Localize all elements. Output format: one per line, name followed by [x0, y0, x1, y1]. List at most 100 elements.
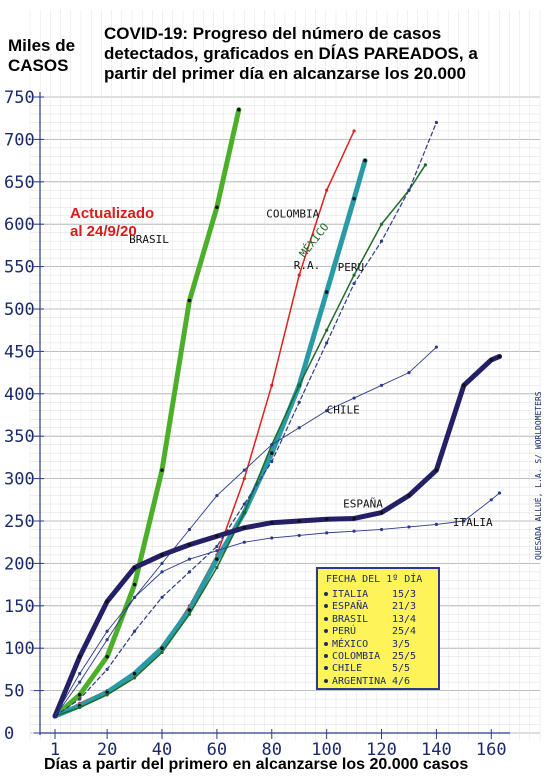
legend-row: COLOMBIA 25/5	[324, 651, 416, 662]
legend-date: 25/5	[392, 651, 417, 662]
data-point	[497, 354, 502, 359]
legend-header: FECHA DEL 1º DÍA	[326, 574, 423, 585]
legend-row: BRASIL 13/4	[324, 614, 416, 625]
data-point	[352, 196, 356, 201]
legend-country: ARGENTINA	[332, 675, 387, 687]
data-point	[160, 561, 164, 566]
x-tick-label: 100	[311, 740, 342, 760]
data-point	[379, 527, 384, 532]
y-tick-label: 200	[4, 554, 35, 574]
data-point	[270, 460, 274, 464]
x-tick-label: 1	[50, 740, 60, 760]
data-point	[78, 680, 82, 684]
grid	[29, 10, 541, 740]
data-point	[379, 383, 384, 387]
data-point	[105, 690, 109, 695]
data-point	[269, 451, 274, 455]
data-point	[407, 188, 411, 192]
data-point	[105, 654, 109, 659]
data-point	[352, 273, 356, 277]
legend-row: ESPAÑA 21/3	[324, 601, 416, 612]
y-axis-label-line1: Miles de	[8, 36, 76, 55]
y-tick-label: 600	[4, 215, 35, 235]
legend-country: BRASIL	[332, 613, 369, 625]
data-point	[242, 525, 247, 530]
data-point	[352, 396, 356, 400]
axes	[39, 92, 510, 735]
legend-country: CHILE	[332, 663, 363, 675]
data-point	[297, 383, 301, 387]
chart-title-line3: partir del primer día en alcanzarse los …	[104, 64, 466, 83]
y-tick-label: 450	[4, 342, 35, 362]
data-point	[215, 544, 219, 549]
legend-dot	[324, 592, 328, 596]
data-point	[105, 599, 109, 604]
chart-title-line1: COVID-19: Progreso del número de casos	[104, 24, 442, 43]
x-tick-label: 60	[207, 740, 227, 760]
y-tick-label: 550	[4, 258, 35, 278]
data-point	[187, 527, 192, 532]
data-point	[160, 646, 164, 650]
y-tick-label: 500	[4, 300, 35, 320]
data-point	[297, 519, 302, 523]
legend-country: ESPAÑA	[332, 601, 369, 613]
data-point	[187, 570, 192, 574]
legend-date: 15/3	[392, 589, 417, 600]
data-point	[132, 676, 137, 680]
data-point	[270, 536, 274, 540]
data-point	[242, 540, 246, 544]
data-point	[132, 582, 137, 587]
data-point	[132, 671, 137, 676]
legend: FECHA DEL 1º DÍA ITALIA 15/3 ESPAÑA 21/3 BRA…	[316, 567, 440, 690]
data-point	[325, 328, 329, 332]
data-point	[270, 383, 274, 387]
data-point	[187, 298, 192, 303]
legend-dot	[324, 616, 328, 621]
data-point	[352, 516, 356, 521]
y-tick-label: 0	[4, 724, 14, 744]
legend-date: 21/3	[392, 601, 417, 613]
legend-country: ITALIA	[332, 589, 369, 600]
y-tick-label: 300	[4, 470, 35, 490]
data-point	[187, 608, 192, 612]
series-label: CHILE	[327, 403, 360, 416]
y-tick-label: 250	[4, 512, 35, 532]
legend-dot	[324, 629, 328, 634]
data-point	[489, 358, 494, 362]
data-point	[270, 443, 274, 447]
data-point	[297, 400, 301, 404]
data-point	[407, 371, 411, 375]
data-point	[423, 163, 428, 167]
data-point	[324, 290, 329, 294]
series-line	[54, 121, 438, 717]
data-point	[434, 345, 439, 349]
chart-title-line2: detectados, graficados en DÍAS PAREADOS,…	[104, 44, 478, 63]
data-point	[78, 672, 82, 676]
data-point	[215, 534, 219, 539]
series-label: COLOMBIA	[266, 207, 319, 220]
data-point	[324, 517, 329, 522]
data-point	[407, 525, 411, 529]
data-point	[325, 531, 329, 535]
data-point	[497, 491, 502, 495]
data-point	[215, 549, 219, 553]
data-point	[269, 520, 274, 525]
data-point	[352, 281, 356, 286]
data-point	[325, 409, 329, 413]
legend-date: 3/5	[392, 638, 411, 650]
data-point	[363, 158, 367, 163]
legend-dot	[324, 678, 328, 683]
legend-dot	[324, 654, 328, 658]
data-point	[325, 188, 329, 192]
y-tick-label: 650	[4, 173, 35, 193]
data-point	[237, 107, 241, 112]
x-tick-label: 140	[421, 740, 452, 760]
legend-row: PERÚ 25/4	[324, 626, 416, 637]
legend-country: COLOMBIA	[332, 651, 381, 662]
data-point	[132, 565, 137, 570]
data-point	[187, 557, 192, 561]
legend-date: 4/6	[392, 675, 411, 687]
data-point	[187, 542, 192, 547]
data-point	[242, 502, 246, 506]
data-point	[297, 273, 301, 277]
